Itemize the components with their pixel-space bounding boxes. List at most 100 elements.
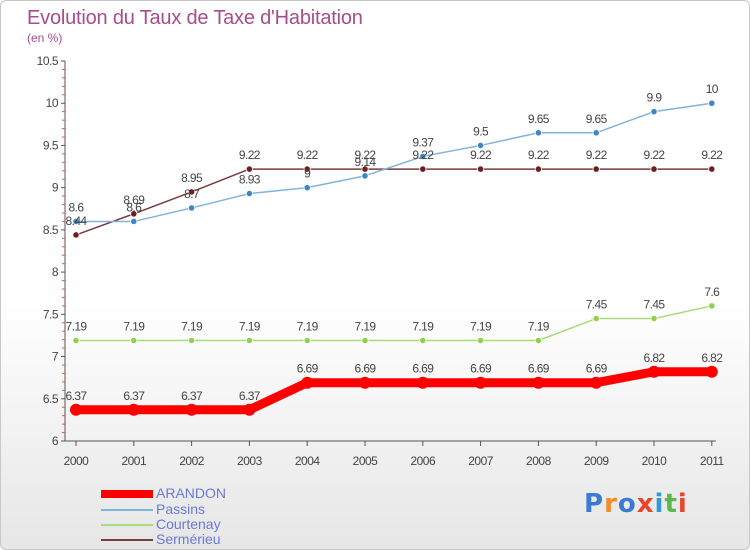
data-point bbox=[361, 336, 369, 345]
data-label: 6.37 bbox=[181, 389, 203, 403]
logo-letter: i bbox=[677, 489, 688, 519]
data-point bbox=[188, 336, 196, 345]
data-point bbox=[245, 189, 253, 198]
data-point bbox=[243, 403, 256, 416]
data-label: 6.37 bbox=[239, 389, 261, 403]
data-point bbox=[650, 314, 658, 323]
data-point bbox=[592, 314, 600, 323]
y-tick-label: 7.5 bbox=[43, 307, 59, 321]
y-tick-label: 9.5 bbox=[43, 138, 59, 152]
legend-swatch-arandon bbox=[101, 490, 153, 498]
data-point bbox=[534, 165, 543, 173]
proxiti-logo: Proxiti bbox=[584, 489, 688, 519]
data-point bbox=[592, 165, 600, 173]
y-tick-label: 10.5 bbox=[37, 54, 59, 68]
data-label: 9.65 bbox=[528, 112, 550, 126]
y-tick-label: 8 bbox=[52, 265, 59, 279]
data-label: 7.19 bbox=[412, 320, 434, 334]
data-point bbox=[70, 403, 82, 416]
data-point bbox=[532, 376, 545, 389]
data-point bbox=[188, 188, 196, 196]
data-label: 8.6 bbox=[126, 200, 142, 214]
series-line-sermérieu bbox=[75, 168, 712, 236]
data-label: 8.69 bbox=[123, 193, 145, 207]
data-point bbox=[476, 336, 485, 345]
data-label: 6.69 bbox=[412, 362, 434, 376]
data-point bbox=[419, 336, 427, 345]
data-label: 6.37 bbox=[123, 389, 145, 403]
x-tick-label: 2000 bbox=[64, 454, 90, 468]
data-label: 7.19 bbox=[123, 320, 145, 334]
data-label: 7.19 bbox=[239, 320, 261, 334]
data-label: 6.82 bbox=[644, 351, 666, 365]
data-label: 7.19 bbox=[66, 320, 88, 334]
data-label: 9.22 bbox=[586, 148, 608, 162]
data-label: 6.69 bbox=[586, 362, 608, 376]
unit-label: (en %) bbox=[27, 31, 63, 45]
y-tick-label: 6 bbox=[52, 434, 59, 448]
data-label: 9.37 bbox=[412, 135, 434, 149]
data-point bbox=[592, 129, 600, 137]
data-point bbox=[416, 376, 429, 389]
data-point bbox=[361, 172, 369, 180]
series-line-passins bbox=[76, 102, 712, 223]
series-line-courtenay bbox=[76, 305, 712, 342]
data-label: 7.19 bbox=[181, 320, 203, 334]
logo-letter: t bbox=[664, 489, 678, 519]
x-tick-label: 2005 bbox=[353, 454, 379, 468]
data-label: 6.37 bbox=[66, 389, 88, 403]
x-tick-label: 2008 bbox=[526, 454, 552, 468]
legend-label-arandon: ARANDON bbox=[156, 485, 227, 501]
data-label: 10 bbox=[706, 82, 719, 96]
y-tick-label: 6.5 bbox=[43, 392, 59, 406]
data-point bbox=[650, 108, 658, 116]
data-point bbox=[476, 141, 485, 150]
data-point bbox=[72, 231, 80, 239]
logo-letter: x bbox=[636, 489, 655, 519]
data-label: 9.22 bbox=[239, 148, 261, 162]
data-label: 6.69 bbox=[470, 362, 492, 376]
data-label: 9.14 bbox=[355, 155, 377, 169]
data-point bbox=[127, 403, 140, 416]
x-tick-label: 2003 bbox=[237, 454, 263, 468]
data-label: 7.19 bbox=[528, 320, 550, 334]
data-label: 8.44 bbox=[66, 214, 88, 228]
data-label: 8.95 bbox=[181, 171, 203, 185]
data-label: 9.22 bbox=[470, 148, 492, 162]
legend-label-passins: Passins bbox=[156, 501, 206, 517]
data-point bbox=[476, 165, 485, 173]
data-label: 9 bbox=[304, 167, 311, 181]
data-label: 7.45 bbox=[644, 298, 666, 312]
data-label: 9.22 bbox=[412, 148, 434, 162]
data-label: 9.22 bbox=[701, 148, 723, 162]
logo-letter: P bbox=[584, 489, 605, 519]
data-point bbox=[301, 376, 314, 389]
data-label: 6.69 bbox=[355, 362, 377, 376]
data-point bbox=[474, 376, 487, 389]
legend-label-sermerieu: Sermérieu bbox=[156, 531, 221, 547]
data-point bbox=[419, 152, 427, 161]
y-tick-label: 7 bbox=[52, 350, 59, 364]
data-point bbox=[245, 165, 253, 173]
data-label: 8.6 bbox=[69, 200, 85, 214]
data-point bbox=[245, 336, 253, 345]
data-point bbox=[590, 376, 603, 389]
data-point bbox=[130, 210, 138, 218]
legend-swatch-sermerieu bbox=[101, 539, 153, 541]
legend-swatch-courtenay bbox=[101, 524, 153, 526]
data-label: 7.19 bbox=[297, 320, 319, 334]
data-point bbox=[359, 376, 371, 389]
data-point bbox=[72, 217, 80, 226]
data-point bbox=[303, 184, 311, 192]
data-point bbox=[303, 336, 311, 345]
data-label: 9.9 bbox=[647, 91, 663, 105]
x-tick-label: 2006 bbox=[410, 454, 436, 468]
data-label: 9.22 bbox=[297, 148, 319, 162]
logo-letter: o bbox=[617, 489, 637, 519]
logo-letter: i bbox=[654, 489, 665, 519]
x-tick-label: 2001 bbox=[121, 454, 147, 468]
data-point bbox=[708, 302, 716, 310]
data-point bbox=[72, 336, 80, 345]
